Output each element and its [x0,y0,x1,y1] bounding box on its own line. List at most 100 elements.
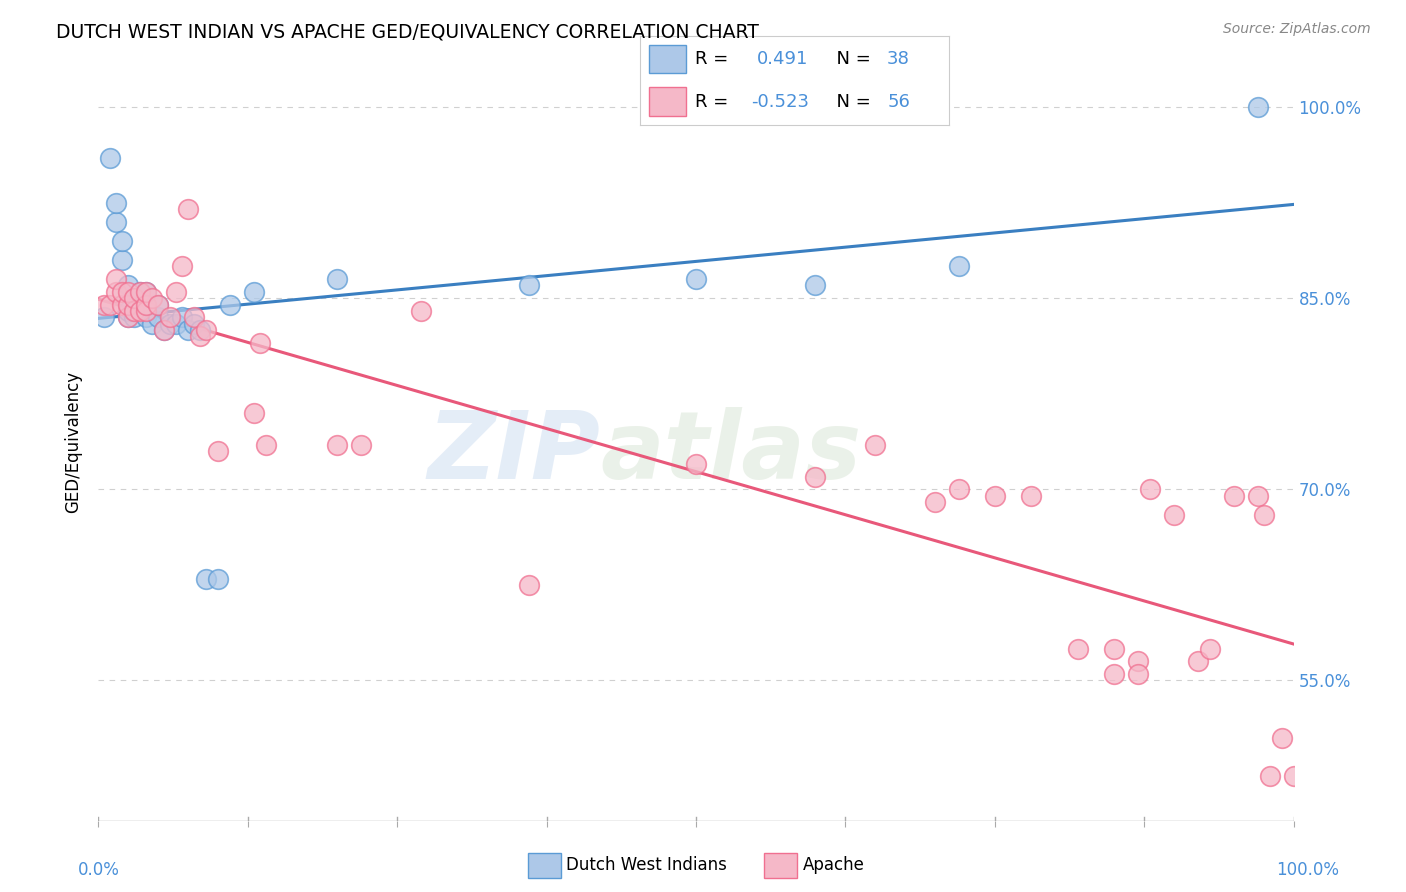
Point [105,215,128,229]
Point [177,202,200,216]
Text: atlas: atlas [600,407,862,499]
Point [93,310,115,325]
Point [1199,641,1222,656]
Point [1271,731,1294,745]
Point [159,317,181,331]
Point [517,278,540,293]
Point [117,304,139,318]
Y-axis label: GED/Equivalency: GED/Equivalency [65,370,83,513]
Point [1139,483,1161,497]
Point [207,572,229,586]
Point [148,297,170,311]
Point [1019,489,1042,503]
Point [1128,654,1150,668]
Text: ZIP: ZIP [427,407,600,499]
Point [1247,100,1270,114]
Point [153,323,176,337]
Point [1128,667,1150,681]
Bar [765,853,797,878]
Point [117,278,139,293]
Point [183,317,205,331]
Point [117,310,139,325]
Point [177,323,200,337]
Point [1282,769,1305,783]
Point [326,272,349,286]
Point [124,291,146,305]
Point [111,252,134,267]
Point [1247,489,1270,503]
Point [105,272,128,286]
Point [243,285,266,299]
Point [350,438,373,452]
Point [249,335,271,350]
Text: 0.491: 0.491 [758,50,808,68]
Point [153,323,176,337]
Point [1253,508,1275,522]
Point [195,323,218,337]
Point [195,572,218,586]
Bar [529,853,561,878]
Text: 0.0%: 0.0% [77,861,120,879]
Text: R =: R = [696,93,734,111]
Point [948,260,970,274]
Point [135,285,157,299]
Point [326,438,349,452]
Point [865,438,887,452]
Point [411,304,433,318]
Text: N =: N = [825,93,877,111]
Point [1067,641,1090,656]
Text: 100.0%: 100.0% [1277,861,1339,879]
Bar [650,87,686,116]
Point [984,489,1007,503]
Point [117,310,139,325]
Text: N =: N = [825,50,877,68]
Point [1104,641,1126,656]
Point [129,297,152,311]
Point [148,297,170,311]
Point [1258,769,1281,783]
Point [124,304,146,318]
Point [111,285,134,299]
Point [93,297,115,311]
Point [804,278,827,293]
Point [243,406,266,420]
Point [98,297,122,311]
Point [124,310,146,325]
Point [948,483,970,497]
Point [135,310,157,325]
Point [172,260,194,274]
Point [685,457,707,471]
Point [165,317,187,331]
Point [135,297,157,311]
Point [117,297,139,311]
Point [172,310,194,325]
Point [1163,508,1185,522]
Point [188,329,211,343]
Point [105,285,128,299]
Point [98,151,122,165]
Point [1223,489,1246,503]
Point [124,304,146,318]
Point [183,310,205,325]
Point [135,297,157,311]
Point [804,469,827,483]
Point [135,285,157,299]
Text: -0.523: -0.523 [751,93,808,111]
Text: 38: 38 [887,50,910,68]
Point [141,291,163,305]
Point [129,285,152,299]
Text: Apache: Apache [803,856,865,874]
Text: Source: ZipAtlas.com: Source: ZipAtlas.com [1223,22,1371,37]
Point [685,272,707,286]
Point [111,297,134,311]
Text: DUTCH WEST INDIAN VS APACHE GED/EQUIVALENCY CORRELATION CHART: DUTCH WEST INDIAN VS APACHE GED/EQUIVALE… [56,22,759,41]
Bar [650,45,686,73]
Point [207,444,229,458]
Point [111,234,134,248]
Point [1187,654,1209,668]
Point [135,304,157,318]
Point [165,285,187,299]
Point [924,495,946,509]
Point [141,317,163,331]
Point [517,578,540,592]
